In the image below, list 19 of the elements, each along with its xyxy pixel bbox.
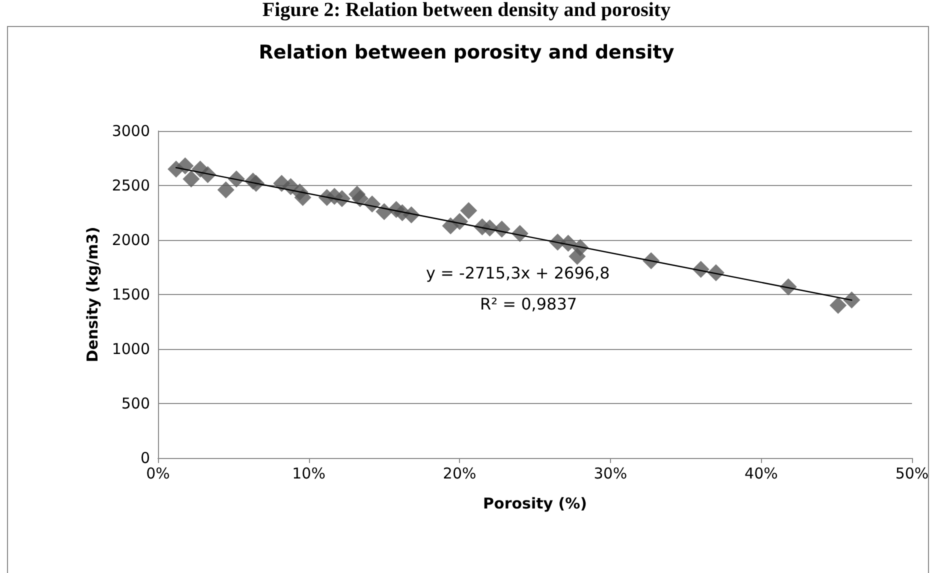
x-tick-label: 30%	[594, 464, 628, 482]
y-tick-label: 2000	[112, 231, 150, 249]
x-tick-label: 0%	[146, 464, 170, 482]
y-tick-label: 500	[121, 394, 150, 412]
annotation: y = -2715,3x + 2696,8	[426, 264, 610, 282]
chart-title: Relation between porosity and density	[258, 42, 675, 64]
annotation: R² = 0,9837	[480, 294, 578, 314]
y-axis-title: Density (kg/m3)	[84, 226, 102, 362]
x-axis-title: Porosity (%)	[483, 494, 587, 512]
x-tick-label: 40%	[744, 464, 778, 482]
y-tick-label: 1000	[112, 340, 150, 358]
y-tick-label: 2500	[112, 176, 150, 194]
y-tick-label: 0	[140, 449, 150, 467]
y-tick-label: 1500	[112, 286, 150, 304]
x-tick-label: 10%	[292, 464, 326, 482]
caption: Figure 2: Relation between density and porosity	[262, 0, 671, 21]
x-tick-label: 50%	[895, 464, 929, 482]
y-tick-label: 3000	[112, 122, 150, 140]
x-tick-label: 20%	[442, 464, 476, 482]
